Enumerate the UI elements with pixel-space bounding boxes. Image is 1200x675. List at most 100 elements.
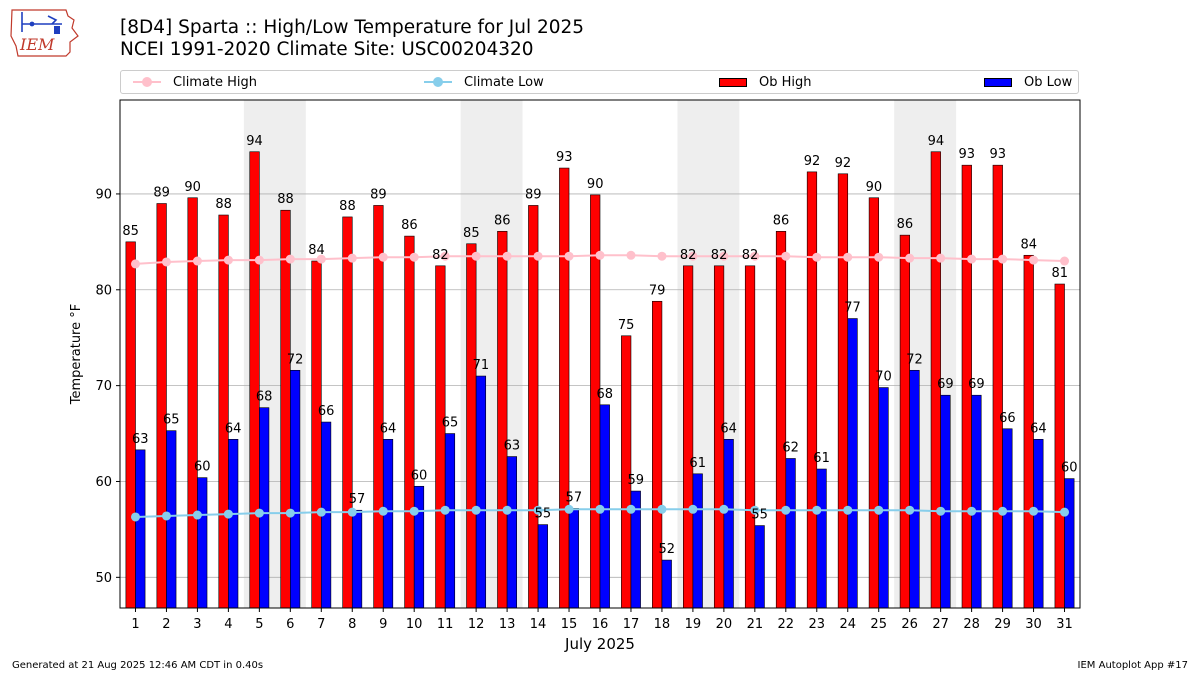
climate-high-point-4 — [223, 255, 233, 265]
legend-climate-high-marker — [133, 77, 161, 87]
ob-high-bar-9 — [373, 205, 384, 609]
climate-low-point-10 — [409, 506, 419, 516]
ob-low-bar-3 — [197, 477, 208, 609]
ob-low-bar-31 — [1064, 478, 1075, 609]
climate-low-point-30 — [1029, 506, 1039, 516]
legend-climate-low-label: Climate Low — [464, 74, 544, 90]
ob-low-bar-26 — [909, 369, 920, 609]
ob-high-bar-12 — [466, 243, 477, 609]
x-tick-label-25: 25 — [870, 617, 887, 632]
ob-high-label-17: 75 — [618, 318, 635, 333]
x-tick-label-2: 2 — [162, 617, 170, 632]
climate-low-point-17 — [626, 504, 636, 514]
climate-high-point-22 — [781, 251, 791, 261]
ob-high-bar-26 — [899, 234, 910, 609]
x-tick-label-21: 21 — [747, 617, 764, 632]
ob-low-label-27: 69 — [937, 377, 954, 392]
climate-high-point-7 — [316, 254, 326, 264]
ob-low-label-28: 69 — [968, 377, 985, 392]
climate-high-point-31 — [1060, 256, 1070, 266]
ob-low-bar-13 — [506, 456, 517, 609]
ob-high-bar-10 — [404, 235, 415, 609]
x-tick-label-22: 22 — [778, 617, 795, 632]
ob-low-bar-14 — [537, 524, 548, 609]
legend-ob-high-swatch — [719, 77, 747, 87]
y-tick-label-60: 60 — [95, 475, 112, 490]
x-tick-label-12: 12 — [468, 617, 485, 632]
ob-high-label-25: 90 — [866, 180, 883, 195]
iem-logo: IEM — [10, 9, 79, 57]
climate-low-point-21 — [750, 505, 760, 515]
ob-high-label-31: 81 — [1051, 266, 1068, 281]
ob-high-bar-15 — [559, 167, 570, 609]
x-tick-label-10: 10 — [406, 617, 423, 632]
x-tick-label-7: 7 — [317, 617, 325, 632]
ob-low-label-20: 64 — [720, 421, 737, 436]
y-tick-label-70: 70 — [95, 379, 112, 394]
footer-generated: Generated at 21 Aug 2025 12:46 AM CDT in… — [12, 660, 264, 671]
ob-low-label-21: 55 — [751, 508, 768, 523]
ob-low-label-24: 77 — [844, 301, 861, 316]
x-tick-label-14: 14 — [530, 617, 547, 632]
x-tick-label-3: 3 — [193, 617, 201, 632]
ob-low-label-3: 60 — [194, 460, 211, 475]
ob-high-label-10: 86 — [401, 218, 418, 233]
x-tick-label-9: 9 — [379, 617, 387, 632]
ob-high-bar-7 — [311, 260, 322, 609]
ob-high-bar-8 — [342, 216, 353, 609]
legend-ob-high: Ob High — [719, 71, 812, 93]
legend-climate-low-marker — [424, 77, 452, 87]
climate-high-point-12 — [471, 251, 481, 261]
x-axis-label: July 2025 — [564, 635, 635, 653]
climate-low-point-2 — [161, 511, 171, 521]
logo-text: IEM — [19, 35, 55, 54]
x-tick-label-30: 30 — [1025, 617, 1042, 632]
ob-low-label-13: 63 — [504, 439, 521, 454]
ob-high-bar-31 — [1054, 283, 1065, 609]
climate-low-point-18 — [657, 504, 667, 514]
climate-high-point-17 — [626, 250, 636, 260]
climate-low-point-7 — [316, 507, 326, 517]
ob-high-bar-21 — [744, 265, 756, 609]
climate-high-point-16 — [595, 250, 605, 260]
climate-low-point-31 — [1060, 507, 1070, 517]
ob-high-label-13: 86 — [494, 213, 511, 228]
climate-high-point-10 — [409, 252, 419, 262]
climate-high-point-9 — [378, 252, 388, 262]
climate-low-point-25 — [874, 505, 884, 515]
climate-low-point-28 — [967, 506, 977, 516]
y-tick-label-90: 90 — [95, 187, 112, 202]
climate-high-point-18 — [657, 251, 667, 261]
ob-high-label-21: 82 — [742, 248, 759, 263]
ob-low-bar-8 — [351, 509, 363, 609]
climate-low-point-11 — [440, 505, 450, 515]
ob-high-bar-14 — [528, 205, 539, 609]
ob-high-label-20: 82 — [711, 248, 728, 263]
ob-low-bar-30 — [1033, 439, 1044, 609]
ob-high-label-3: 90 — [184, 180, 201, 195]
climate-high-point-2 — [161, 257, 171, 267]
ob-low-label-22: 62 — [782, 440, 799, 455]
x-tick-label-31: 31 — [1056, 617, 1073, 632]
climate-high-point-20 — [719, 251, 729, 261]
ob-low-bar-12 — [475, 375, 487, 609]
ob-low-bar-9 — [382, 439, 394, 609]
ob-high-label-15: 93 — [556, 150, 573, 165]
ob-high-label-28: 93 — [959, 147, 976, 162]
x-tick-label-13: 13 — [499, 617, 516, 632]
ob-low-label-10: 60 — [411, 468, 428, 483]
ob-low-bar-4 — [228, 439, 239, 609]
x-tick-label-1: 1 — [131, 617, 139, 632]
ob-high-label-5: 94 — [246, 134, 263, 149]
climate-low-point-23 — [812, 505, 822, 515]
ob-low-label-14: 55 — [535, 507, 552, 522]
ob-low-label-6: 72 — [287, 352, 304, 367]
ob-low-bar-1 — [135, 449, 146, 609]
legend-ob-low: Ob Low — [984, 71, 1072, 93]
climate-low-point-26 — [905, 505, 915, 515]
ob-high-bar-20 — [713, 265, 725, 609]
y-tick-label-80: 80 — [95, 283, 112, 298]
x-tick-label-11: 11 — [437, 617, 454, 632]
ob-low-label-23: 61 — [813, 451, 830, 466]
ob-high-label-7: 84 — [308, 243, 325, 258]
